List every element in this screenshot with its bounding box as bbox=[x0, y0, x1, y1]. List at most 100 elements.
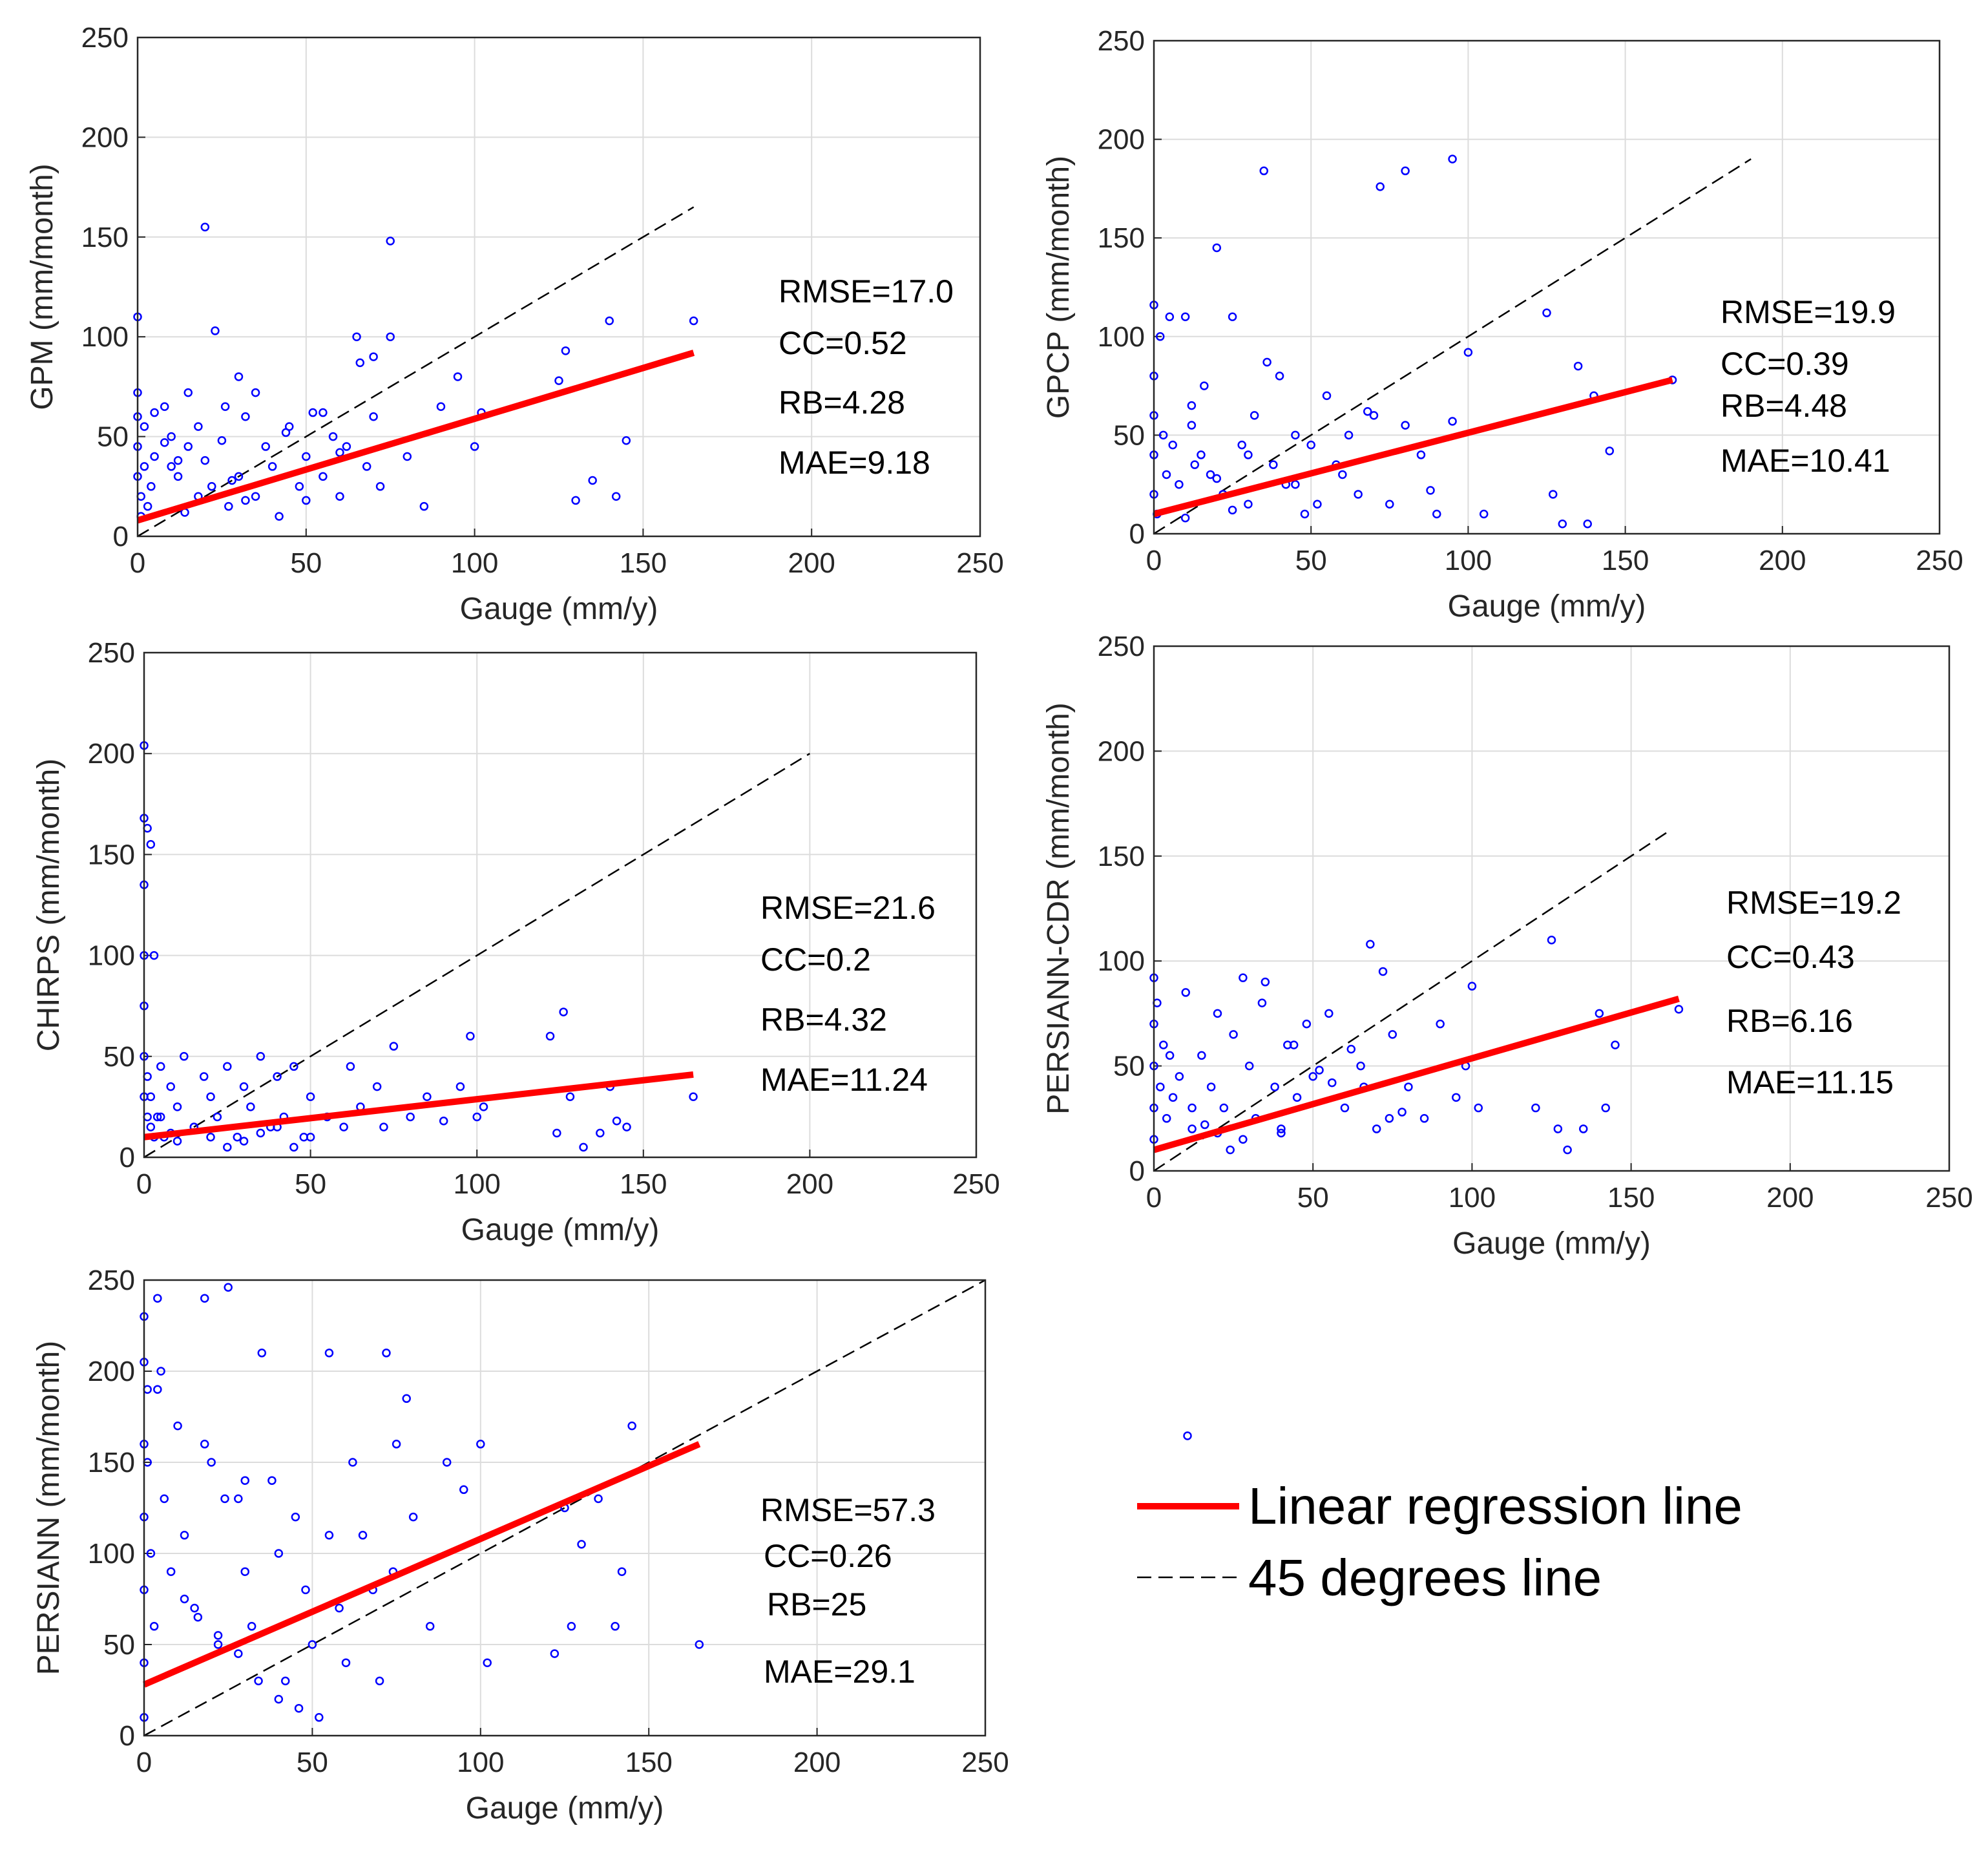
stat-rb-gpcp: RB=4.48 bbox=[1721, 388, 1847, 424]
data-point-persiann-cdr bbox=[1674, 1005, 1684, 1014]
data-point-gpcp bbox=[1262, 357, 1271, 367]
data-point-persiann bbox=[425, 1622, 435, 1631]
data-point-persiann-cdr bbox=[1188, 1103, 1197, 1113]
data-point-chirps bbox=[289, 1142, 298, 1152]
x-tick-label: 200 bbox=[786, 1168, 833, 1200]
data-point-persiann-cdr bbox=[1277, 1124, 1286, 1133]
data-point-gpm bbox=[470, 442, 479, 451]
x-axis-label-persiann-cdr: Gauge (mm/y) bbox=[1452, 1226, 1651, 1261]
panel-persiann-cdr: 0 50 100 150 200 250 0 50 100 150 200 250 Gauge (m… bbox=[1041, 631, 1973, 1261]
data-point-chirps bbox=[439, 1117, 448, 1126]
data-point-gpcp bbox=[1479, 509, 1489, 519]
data-point-persiann bbox=[213, 1640, 223, 1649]
data-point-persiann-cdr bbox=[1467, 982, 1477, 991]
data-point-gpm bbox=[571, 496, 580, 505]
panel-chirps: 0 50 100 150 200 250 0 50 100 150 200 250 Gauge (m… bbox=[32, 637, 1000, 1247]
y-tick-label: 0 bbox=[113, 521, 129, 552]
data-point-chirps bbox=[612, 1117, 622, 1126]
data-point-chirps bbox=[239, 1082, 249, 1091]
data-point-chirps bbox=[256, 1052, 266, 1061]
data-point-gpcp bbox=[1162, 470, 1171, 479]
y-tick-label: 150 bbox=[1098, 222, 1145, 254]
data-point-gpcp bbox=[1416, 450, 1426, 459]
data-point-persiann-cdr bbox=[1292, 1093, 1302, 1102]
data-point-persiann-cdr bbox=[1308, 1072, 1317, 1081]
data-point-gpm bbox=[227, 476, 236, 485]
data-point-persiann bbox=[617, 1567, 627, 1576]
data-point-gpm bbox=[335, 492, 344, 501]
data-point-persiann-cdr bbox=[1239, 1135, 1248, 1144]
data-point-persiann bbox=[294, 1703, 304, 1713]
stat-cc-gpm: CC=0.52 bbox=[779, 325, 907, 361]
data-point-persiann bbox=[324, 1349, 334, 1358]
stat-mae-gpcp: MAE=10.41 bbox=[1721, 443, 1890, 479]
data-point-chirps bbox=[406, 1112, 415, 1122]
data-point-persiann-cdr bbox=[1219, 1103, 1229, 1113]
data-point-gpm bbox=[319, 472, 328, 481]
regression-line-gpm bbox=[136, 350, 695, 524]
y-tick-label: 100 bbox=[1098, 321, 1145, 353]
y-tick-label: 150 bbox=[1098, 841, 1145, 872]
data-point-gpm bbox=[234, 372, 244, 381]
reference-line-chirps bbox=[143, 753, 811, 1159]
data-point-persiann bbox=[611, 1622, 620, 1631]
data-point-gpcp bbox=[1212, 243, 1222, 253]
data-point-gpm bbox=[275, 512, 284, 521]
data-point-gpcp bbox=[1275, 372, 1284, 381]
data-point-gpm bbox=[561, 346, 570, 355]
data-point-chirps bbox=[273, 1072, 282, 1081]
data-point-persiann-cdr bbox=[1419, 1114, 1429, 1123]
data-point-gpm bbox=[147, 482, 156, 491]
x-tick-label: 50 bbox=[1297, 1182, 1329, 1214]
data-point-gpcp bbox=[1200, 381, 1209, 390]
data-point-persiann-cdr bbox=[1197, 1051, 1206, 1060]
stat-rmse-gpcp: RMSE=19.9 bbox=[1721, 294, 1896, 330]
data-point-gpm bbox=[302, 496, 311, 505]
data-point-gpcp bbox=[1354, 490, 1363, 499]
data-point-chirps bbox=[166, 1082, 175, 1091]
data-point-chirps bbox=[455, 1082, 465, 1091]
x-tick-label: 0 bbox=[1146, 1182, 1162, 1214]
data-point-persiann bbox=[247, 1622, 256, 1631]
data-point-persiann-cdr bbox=[1578, 1124, 1588, 1133]
data-point-persiann bbox=[143, 1385, 152, 1394]
axes-frame-gpm bbox=[136, 36, 981, 538]
data-point-persiann-cdr bbox=[1289, 1040, 1299, 1049]
data-point-persiann bbox=[291, 1512, 300, 1522]
data-point-gpm bbox=[167, 462, 176, 471]
data-point-persiann bbox=[153, 1294, 162, 1303]
data-point-persiann-cdr bbox=[1270, 1082, 1279, 1091]
y-tick-label: 250 bbox=[88, 1265, 135, 1296]
data-point-gpcp bbox=[1401, 166, 1410, 176]
data-point-chirps bbox=[223, 1062, 232, 1071]
data-point-gpcp bbox=[1448, 154, 1457, 163]
data-point-persiann-cdr bbox=[1372, 1124, 1381, 1133]
data-point-persiann bbox=[160, 1494, 169, 1504]
stat-cc-persiann: CC=0.26 bbox=[764, 1538, 892, 1574]
y-axis-label-gpcp: GPCP (mm/month) bbox=[1041, 156, 1076, 419]
x-tick-label: 0 bbox=[136, 1168, 152, 1200]
x-tick-labels-gpcp: 0 50 100 150 200 250 bbox=[1146, 545, 1963, 576]
y-axis-label-persiann: PERSIANN (mm/month) bbox=[32, 1341, 66, 1675]
data-point-chirps bbox=[379, 1122, 388, 1131]
data-point-chirps bbox=[152, 1112, 162, 1122]
reference-line-gpcp bbox=[1153, 158, 1752, 535]
data-point-persiann bbox=[166, 1567, 176, 1576]
data-point-gpm bbox=[160, 438, 169, 447]
stat-rmse-chirps: RMSE=21.6 bbox=[760, 890, 936, 926]
data-point-persiann bbox=[274, 1549, 284, 1558]
data-point-chirps bbox=[206, 1092, 215, 1102]
data-point-gpcp bbox=[1385, 499, 1394, 509]
data-point-gpm bbox=[173, 472, 183, 481]
data-point-persiann bbox=[301, 1585, 310, 1595]
x-axis-label-gpm: Gauge (mm/y) bbox=[460, 592, 658, 626]
y-tick-label: 200 bbox=[81, 121, 129, 153]
data-point-persiann-cdr bbox=[1366, 940, 1375, 949]
data-point-gpcp bbox=[1180, 312, 1190, 322]
data-point-gpm bbox=[167, 432, 176, 441]
data-point-persiann-cdr bbox=[1206, 1082, 1216, 1091]
data-point-chirps bbox=[423, 1092, 432, 1102]
y-tick-label: 50 bbox=[1113, 1051, 1145, 1082]
data-point-gpm bbox=[328, 432, 338, 441]
data-point-persiann-cdr bbox=[1474, 1103, 1483, 1113]
